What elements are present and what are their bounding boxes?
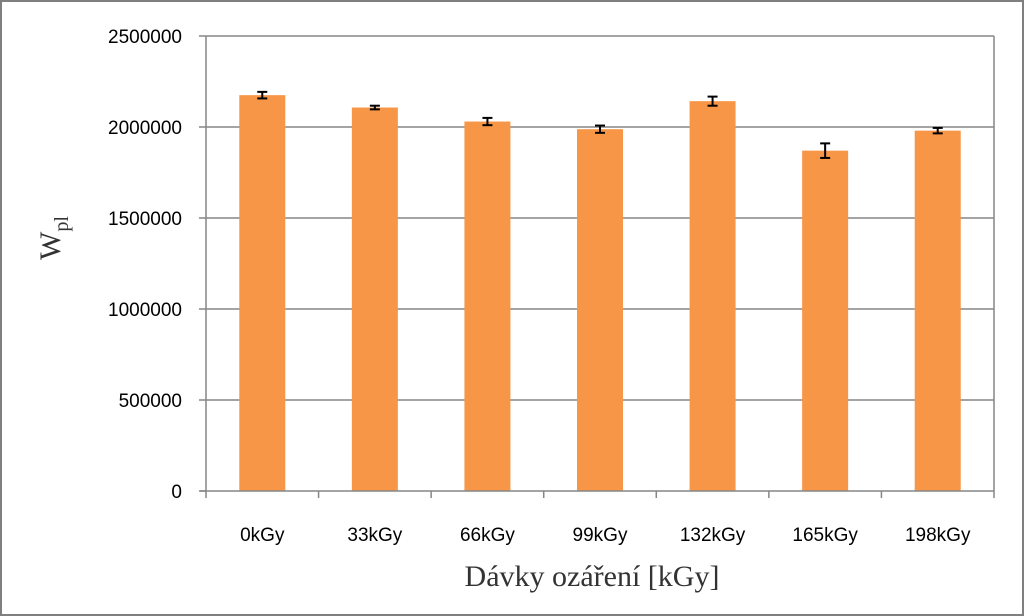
y-axis-title-main: W [34,231,67,260]
x-axis-title: Dávky ozáření [kGy] [465,560,720,593]
bar [239,95,286,492]
y-tick-label: 2500000 [108,27,182,48]
bars [239,95,961,492]
y-tick-label: 1000000 [108,300,182,321]
bar [577,129,623,491]
y-axis-title-subscript: pl [51,216,73,232]
y-tick-label: 1500000 [108,209,182,230]
y-tick-label: 500000 [119,391,182,412]
x-tick-label: 198kGy [905,525,971,546]
x-tick-label: 33kGy [347,525,402,546]
x-tick-label: 0kGy [240,525,285,546]
x-tick-label: 165kGy [792,525,858,546]
y-tick-labels: 0 500000 1000000 1500000 2000000 2500000 [108,27,182,503]
axes [199,35,995,498]
bar [914,130,961,491]
x-tick-label: 66kGy [460,525,515,546]
x-tick-label: 99kGy [573,525,628,546]
error-bars [257,90,943,159]
y-tick-label: 2000000 [108,118,182,139]
y-tick-label: 0 [171,482,182,503]
bar [351,107,398,491]
x-tick-labels: 0kGy 33kGy 66kGy 99kGy 132kGy 165kGy 198kGy [240,525,971,546]
bar [464,121,511,491]
bar [689,101,736,491]
x-tick-label: 132kGy [680,525,746,546]
y-axis-title: Wpl [34,216,73,260]
bar [802,150,849,491]
